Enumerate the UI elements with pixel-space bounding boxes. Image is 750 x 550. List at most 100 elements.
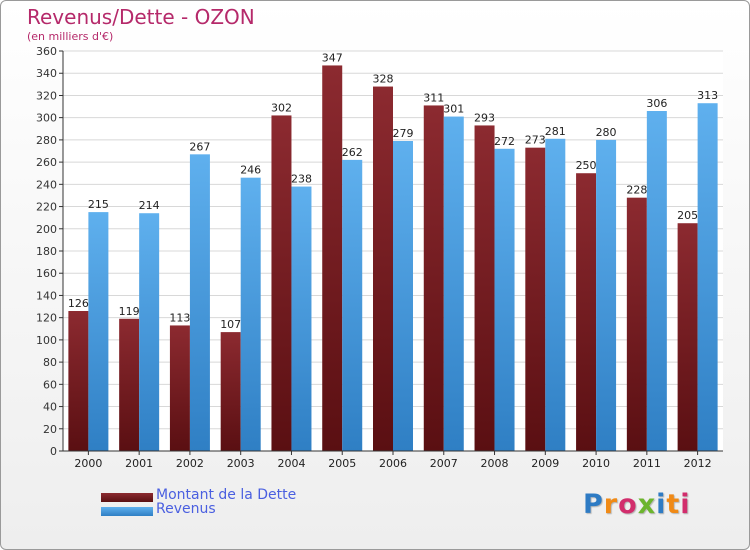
logo-letter: i [656,489,667,520]
bar-dette [423,105,444,451]
data-label-revenus: 272 [494,135,515,148]
logo-letter: t [666,489,681,520]
bar-revenus [291,186,312,452]
bar-revenus [189,154,210,452]
bar-dette [119,318,140,451]
chart-title: Revenus/Dette - OZON [27,5,255,29]
data-label-revenus: 306 [646,97,667,110]
y-tick-label: 180 [36,245,57,258]
data-label-revenus: 238 [291,173,312,186]
logo-letter: o [618,489,638,520]
y-tick-label: 20 [43,423,57,436]
y-tick-label: 160 [36,267,57,280]
data-label-revenus: 280 [596,126,617,139]
data-label-revenus: 214 [139,199,160,212]
bar-revenus [494,148,515,451]
logo-letter: x [637,489,657,520]
y-tick-label: 100 [36,334,57,347]
x-tick-label: 2003 [227,457,255,470]
data-label-dette: 250 [576,159,597,172]
data-label-dette: 228 [626,184,647,197]
data-label-revenus: 279 [393,127,414,140]
y-tick-label: 280 [36,134,57,147]
y-tick-label: 360 [36,45,57,58]
bar-revenus [393,141,413,451]
data-label-revenus: 262 [342,146,363,159]
data-label-dette: 293 [474,111,495,124]
data-label-dette: 119 [119,305,140,318]
y-tick-label: 80 [43,356,57,369]
x-tick-label: 2010 [582,457,610,470]
legend-label-revenus: Revenus [156,501,216,517]
data-label-dette: 347 [322,51,343,64]
bar-dette [220,332,241,451]
bar-revenus [240,177,261,451]
bar-revenus [697,103,718,451]
x-tick-label: 2001 [125,457,153,470]
data-label-dette: 107 [220,318,241,331]
chart-subtitle: (en milliers d'€) [27,30,114,43]
x-tick-label: 2009 [531,457,559,470]
bar-revenus [545,138,566,451]
legend-swatch-dette [101,493,153,502]
data-label-dette: 126 [68,297,89,310]
x-tick-label: 2007 [430,457,458,470]
data-label-dette: 205 [677,209,698,222]
x-tick-label: 2004 [277,457,305,470]
x-tick-label: 2006 [379,457,407,470]
bar-revenus [443,116,464,452]
y-tick-label: 40 [43,401,57,414]
y-tick-label: 340 [36,67,57,80]
bar-dette [474,125,495,451]
x-tick-label: 2008 [481,457,509,470]
data-label-revenus: 215 [88,198,109,211]
bar-revenus [646,111,667,451]
y-tick-label: 320 [36,89,57,102]
logo-letter: r [603,489,619,520]
logo-letter: P [583,489,604,520]
proxiti-logo[interactable]: Proxiti [583,489,691,520]
bar-dette [626,197,647,451]
logo-letter: i [680,489,691,520]
y-tick-label: 140 [36,289,57,302]
data-label-dette: 302 [271,101,292,114]
data-label-revenus: 301 [443,103,464,116]
data-label-dette: 273 [525,134,546,147]
y-tick-label: 300 [36,112,57,125]
y-tick-label: 240 [36,178,57,191]
y-tick-label: 220 [36,201,57,214]
data-label-revenus: 246 [240,164,261,177]
bar-revenus [342,159,363,451]
legend-swatch-revenus [101,507,153,516]
x-tick-label: 2000 [74,457,102,470]
x-tick-label: 2005 [328,457,356,470]
data-label-dette: 311 [423,91,444,104]
data-label-revenus: 313 [697,89,718,102]
data-label-dette: 113 [169,311,190,324]
data-label-revenus: 267 [189,140,210,153]
x-tick-label: 2011 [633,457,661,470]
y-tick-label: 200 [36,223,57,236]
y-tick-label: 0 [50,445,57,458]
bar-revenus [596,139,617,451]
data-label-dette: 328 [373,73,394,86]
y-tick-label: 120 [36,312,57,325]
bar-dette [68,311,89,451]
bar-dette [169,325,190,451]
bar-dette [322,65,343,451]
bar-revenus [88,212,109,451]
bar-dette [525,147,546,451]
bar-dette [373,86,393,452]
bar-dette [576,173,597,451]
x-tick-label: 2002 [176,457,204,470]
y-tick-label: 260 [36,156,57,169]
bar-revenus [139,213,160,451]
data-label-revenus: 281 [545,125,566,138]
y-tick-label: 60 [43,378,57,391]
legend-label-dette: Montant de la Dette [156,487,297,503]
x-tick-label: 2012 [684,457,712,470]
bar-dette [271,115,292,451]
bar-dette [677,223,698,451]
